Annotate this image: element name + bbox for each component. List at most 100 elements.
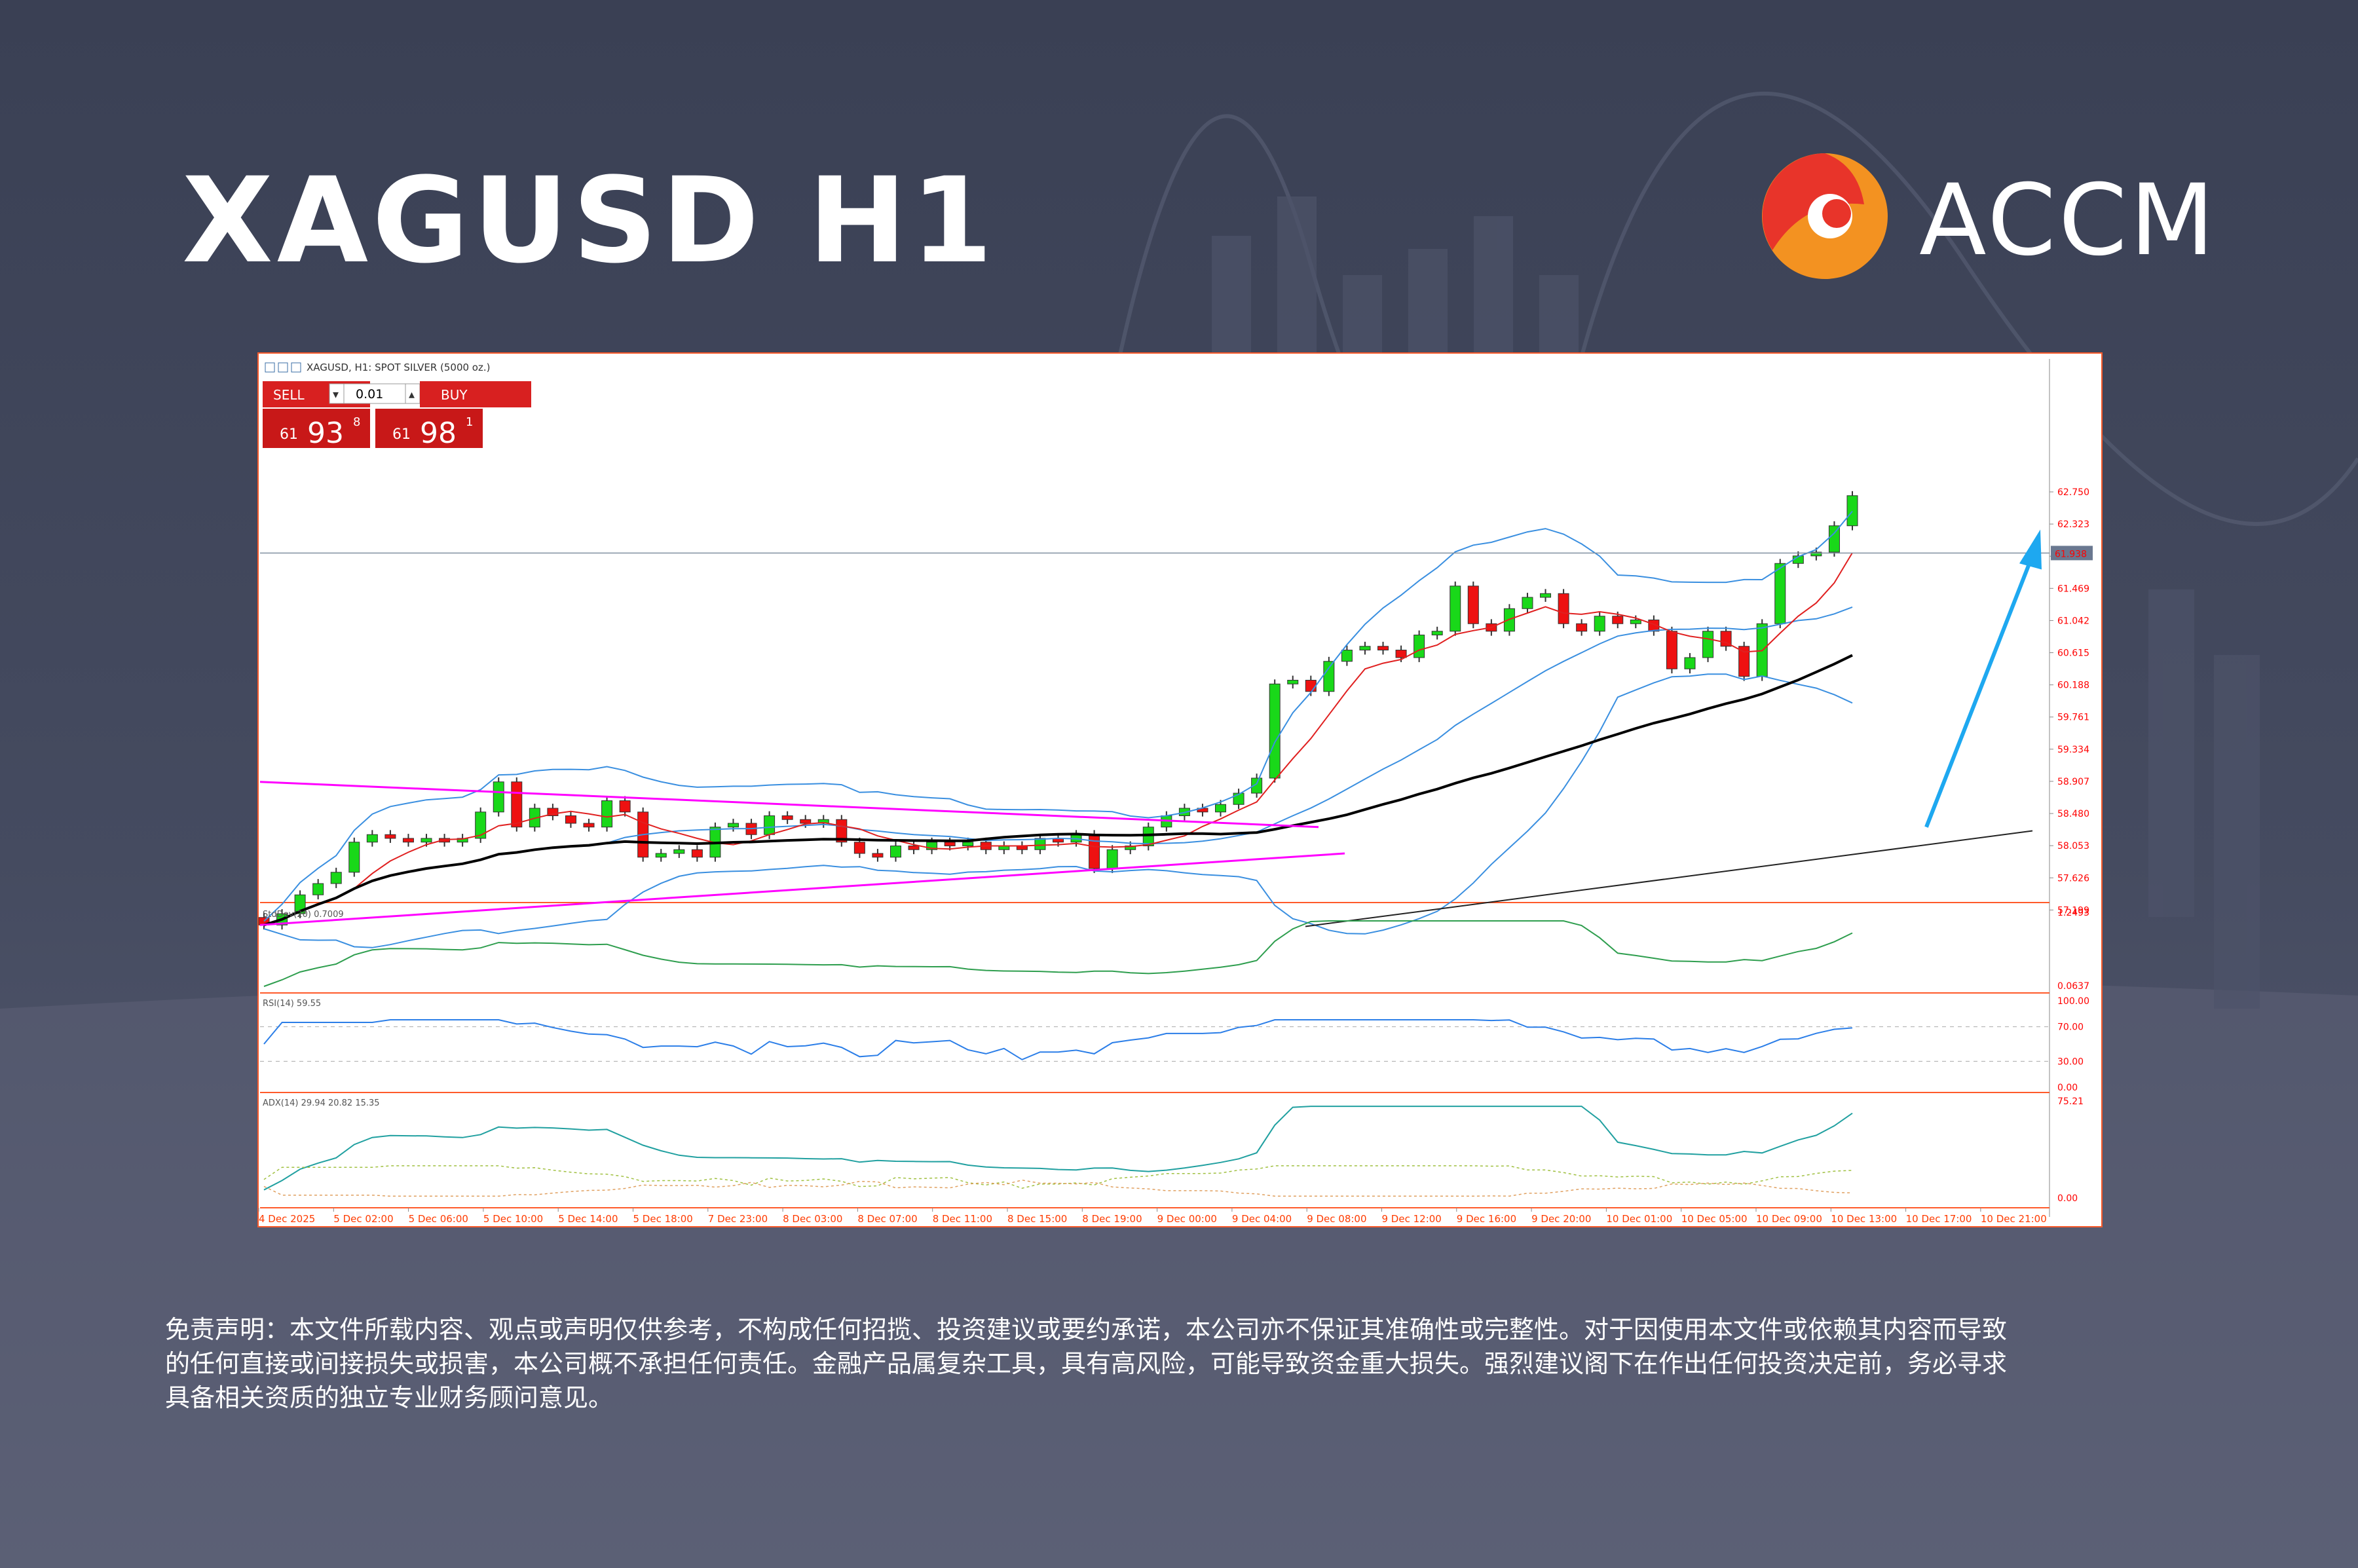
disclaimer-line-1: 免责声明：本文件所载内容、观点或声明仅供参考，不构成任何招揽、投资建议或要约承诺… (165, 1315, 2008, 1344)
buy-price-box[interactable] (375, 409, 483, 448)
candle (853, 842, 865, 854)
candle (1142, 827, 1154, 846)
moving-average-fast (263, 552, 1853, 926)
bollinger-upper-band (263, 510, 1853, 922)
candle (1828, 525, 1840, 553)
disclaimer-line-2: 的任何直接或间接损失或损害，本公司概不承担任何责任。金融产品属复杂工具，具有高风… (165, 1349, 2008, 1378)
candle (1774, 563, 1786, 624)
price-tick-label: 57.199 (2057, 905, 2089, 916)
price-chart[interactable]: XAGUSD, H1: SPOT SILVER (5000 oz.) SELL ▾ 0… (257, 352, 2103, 1227)
time-tick-label: 9 Dec 20:00 (1531, 1213, 1591, 1225)
candle (1034, 838, 1046, 850)
accm-logo (1762, 153, 1888, 279)
price-tick-label: 60.615 (2057, 648, 2089, 659)
candle (511, 781, 523, 828)
rsi-line (263, 1019, 1853, 1060)
stddev-axis-max: 1.2493 (2057, 908, 2089, 918)
candle (781, 815, 793, 820)
candle (1431, 631, 1443, 635)
page-title: XAGUSD H1 (182, 153, 997, 289)
time-tick-label: 8 Dec 15:00 (1007, 1213, 1067, 1225)
time-tick-label: 5 Dec 06:00 (409, 1213, 468, 1225)
candle (1305, 680, 1317, 692)
candle (384, 834, 396, 839)
time-tick-label: 5 Dec 18:00 (633, 1213, 693, 1225)
candle (1522, 597, 1533, 609)
price-tick-label: 60.188 (2057, 681, 2089, 691)
candle (889, 846, 901, 858)
candle (330, 872, 342, 884)
candle (1576, 623, 1588, 632)
bollinger-lower-band (263, 673, 1853, 948)
brand-name: ACCM (1919, 164, 2217, 278)
candle (872, 853, 884, 858)
candle (1359, 646, 1371, 650)
chart-border (257, 352, 2103, 1227)
moving-average-200 (1305, 830, 2033, 927)
time-tick-label: 9 Dec 04:00 (1232, 1213, 1292, 1225)
moving-average-slow (263, 654, 1853, 927)
sell-label: SELL (273, 387, 305, 403)
candle (1612, 616, 1624, 624)
candle (1251, 777, 1263, 794)
candle (1684, 657, 1696, 669)
chart-window-icon (278, 362, 288, 373)
time-tick-label: 10 Dec 13:00 (1831, 1213, 1897, 1225)
trendline-upper (259, 781, 1319, 829)
price-tick-label: 59.334 (2057, 745, 2089, 755)
candle (619, 800, 631, 813)
accm-logo-mark (1762, 153, 1888, 279)
rsi-label: RSI(14) 59.55 (263, 999, 321, 1009)
time-tick-label: 9 Dec 08:00 (1307, 1213, 1366, 1225)
chart-window[interactable]: XAGUSD, H1: SPOT SILVER (5000 oz.) SELL ▾ 0… (257, 352, 2103, 1227)
time-tick-label: 5 Dec 14:00 (558, 1213, 618, 1225)
candle (1450, 586, 1461, 632)
trend-arrow-head (2019, 529, 2042, 570)
candle (493, 781, 504, 813)
candle (1377, 646, 1389, 650)
candle (800, 819, 812, 824)
price-tick-label: 61.469 (2057, 584, 2089, 594)
chart-window-icon (291, 362, 301, 373)
time-tick-label: 4 Dec 2025 (259, 1213, 315, 1225)
candle (547, 808, 559, 816)
candle (312, 883, 324, 895)
candle (727, 823, 739, 828)
candle (1341, 650, 1353, 662)
price-tick-label: 58.480 (2057, 809, 2089, 819)
candle (1106, 849, 1118, 869)
lot-down-icon: ▾ (333, 388, 339, 401)
plus-di-line (263, 1165, 1853, 1189)
disclaimer: 免责声明：本文件所载内容、观点或声明仅供参考，不构成任何招揽、投资建议或要约承诺… (165, 1313, 2196, 1415)
disclaimer-line-3: 具备相关资质的独立专业财务顾问意见。 (165, 1383, 614, 1412)
candle (1738, 646, 1750, 677)
candle (1666, 631, 1677, 669)
candle (1287, 680, 1299, 684)
buy-price-sup: 1 (466, 415, 473, 429)
candle (962, 842, 974, 846)
rsi-axis-label: 100.00 (2057, 996, 2089, 1007)
sell-price-box[interactable] (263, 409, 370, 448)
candle (1558, 593, 1569, 624)
candle (673, 849, 685, 854)
candle (908, 846, 920, 850)
price-tick-label: 59.761 (2057, 713, 2089, 723)
candle (1395, 650, 1407, 658)
candle (1540, 593, 1552, 598)
price-tick-label: 57.626 (2057, 873, 2089, 884)
time-tick-label: 10 Dec 09:00 (1756, 1213, 1822, 1225)
lot-value: 0.01 (356, 387, 383, 401)
candle (1702, 631, 1714, 658)
buy-label: BUY (441, 387, 468, 403)
time-tick-label: 9 Dec 00:00 (1157, 1213, 1217, 1225)
time-tick-label: 8 Dec 07:00 (857, 1213, 917, 1225)
candle (1269, 683, 1281, 779)
candle (1630, 620, 1641, 624)
candle (1413, 635, 1425, 658)
candle (655, 853, 667, 858)
buy-button[interactable] (420, 381, 531, 407)
time-tick-label: 8 Dec 03:00 (783, 1213, 842, 1225)
symbol-header: XAGUSD, H1: SPOT SILVER (5000 oz.) (307, 362, 490, 373)
adx-axis-max: 75.21 (2057, 1096, 2084, 1107)
time-tick-label: 8 Dec 19:00 (1082, 1213, 1142, 1225)
